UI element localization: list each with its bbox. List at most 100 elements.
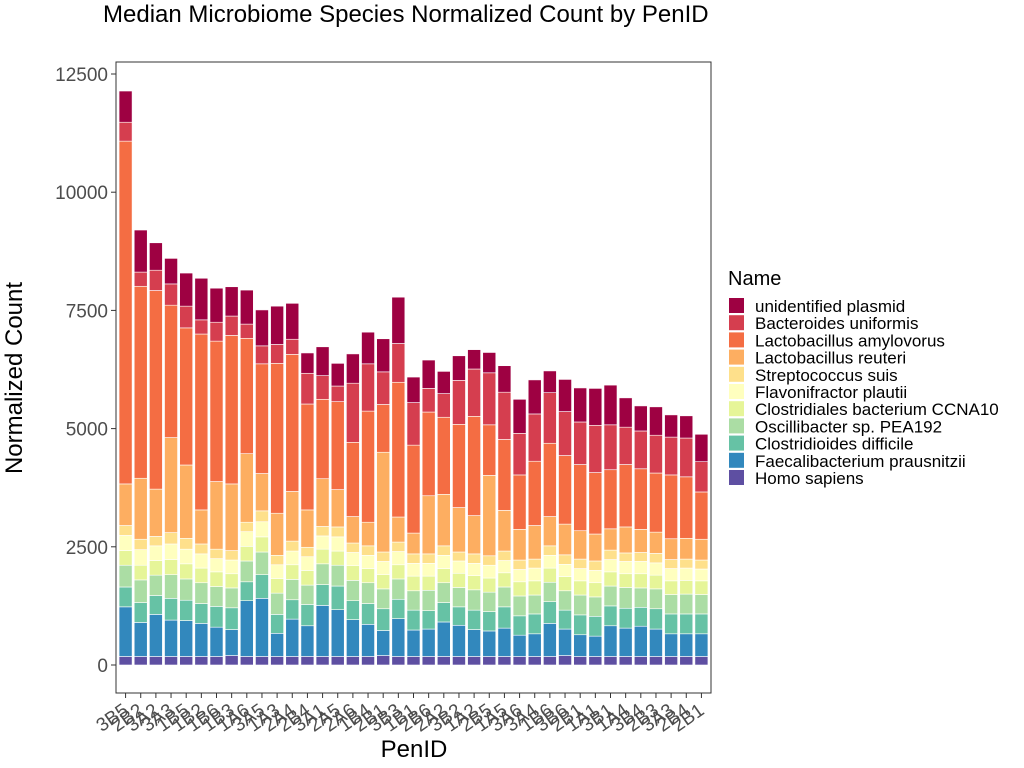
bar-segment: [512, 634, 527, 657]
bar-segment: [285, 656, 300, 666]
y-tick-label: 5000: [66, 420, 108, 441]
bar-segment: [497, 439, 512, 511]
bar-segment: [527, 580, 542, 596]
bar-segment: [179, 305, 194, 329]
bar-segment: [330, 564, 345, 587]
bar-segment: [527, 633, 542, 657]
bar-segment: [376, 371, 391, 405]
legend-label: Flavonifractor plautii: [755, 383, 907, 402]
bar-segment: [361, 331, 375, 365]
bar-stack: [421, 359, 436, 666]
bar-segment: [543, 581, 557, 602]
legend-title: Name: [728, 268, 781, 290]
bar-segment: [482, 555, 497, 566]
bar-segment: [618, 573, 633, 588]
bar-stack: [543, 370, 557, 666]
bar-segment: [694, 538, 709, 561]
bar-segment: [649, 562, 663, 576]
bar-segment: [436, 602, 451, 623]
bar-segment: [558, 576, 572, 592]
bar-segment: [376, 574, 391, 590]
bar-segment: [482, 611, 497, 632]
bar-segment: [543, 601, 557, 624]
bar-segment: [164, 437, 178, 533]
bar-segment: [149, 574, 163, 596]
bar-stack: [482, 352, 497, 666]
bars-layer: [118, 90, 709, 666]
bar-stack: [361, 331, 375, 666]
bar-segment: [497, 365, 512, 393]
bar-segment: [315, 563, 330, 585]
bar-segment: [133, 477, 148, 540]
bar-segment: [391, 656, 406, 666]
bar-segment: [300, 584, 315, 605]
bar-segment: [315, 535, 330, 550]
bar-segment: [436, 656, 451, 666]
bar-segment: [664, 568, 678, 582]
bar-segment: [118, 606, 133, 657]
bar-segment: [664, 594, 678, 615]
bar-segment: [164, 543, 178, 560]
bar-segment: [224, 550, 239, 561]
bar-segment: [618, 587, 633, 609]
bar-segment: [679, 558, 694, 569]
bar-segment: [361, 582, 375, 604]
bar-segment: [361, 555, 375, 569]
bar-segment: [118, 656, 133, 666]
bar-segment: [255, 574, 269, 599]
bar-segment: [209, 321, 224, 342]
bar-segment: [436, 393, 451, 418]
bar-stack: [149, 242, 163, 666]
bar-segment: [664, 580, 678, 595]
bar-segment: [255, 551, 269, 575]
bar-stack: [406, 376, 421, 666]
bar-segment: [421, 656, 436, 666]
y-tick-label: 0: [97, 656, 108, 677]
bar-segment: [421, 411, 436, 497]
bar-segment: [239, 546, 254, 562]
legend-label: Lactobacillus amylovorus: [755, 331, 945, 350]
bar-segment: [527, 460, 542, 526]
bar-segment: [558, 563, 572, 577]
bar-segment: [633, 625, 648, 657]
bar-segment: [391, 578, 406, 600]
bar-segment: [118, 525, 133, 536]
bar-segment: [452, 551, 466, 562]
bar-segment: [664, 656, 678, 666]
bar-segment: [133, 602, 148, 623]
bar-segment: [224, 335, 239, 485]
bar-segment: [179, 563, 194, 580]
legend-label: Streptococcus suis: [755, 366, 898, 385]
bar-segment: [573, 614, 588, 636]
bar-segment: [603, 625, 618, 657]
bar-segment: [270, 564, 284, 579]
legend-swatch: [729, 384, 744, 399]
bar-segment: [239, 600, 254, 657]
bar-segment: [633, 529, 648, 553]
bar-segment: [285, 599, 300, 620]
legend-label: Lactobacillus reuteri: [755, 349, 906, 368]
bar-segment: [118, 550, 133, 566]
bar-segment: [664, 474, 678, 540]
y-tick-label: 7500: [66, 301, 108, 322]
bar-stack: [694, 433, 709, 666]
bar-stack: [497, 365, 512, 666]
bar-stack: [224, 286, 239, 666]
bar-segment: [467, 589, 481, 611]
bar-segment: [361, 521, 375, 547]
bar-segment: [694, 559, 709, 570]
bar-segment: [194, 319, 209, 335]
bar-segment: [482, 352, 497, 374]
bar-segment: [255, 363, 269, 474]
bar-segment: [164, 532, 178, 545]
bar-segment: [497, 572, 512, 588]
bar-segment: [209, 558, 224, 573]
bar-segment: [588, 582, 603, 598]
legend-label: Faecalibacterium prausnitzii: [755, 452, 966, 471]
bar-segment: [118, 121, 133, 142]
bar-segment: [376, 655, 391, 666]
legend-item: Oscillibacter sp. PEA192: [729, 417, 942, 436]
bar-segment: [664, 538, 678, 560]
bar-segment: [467, 416, 481, 516]
